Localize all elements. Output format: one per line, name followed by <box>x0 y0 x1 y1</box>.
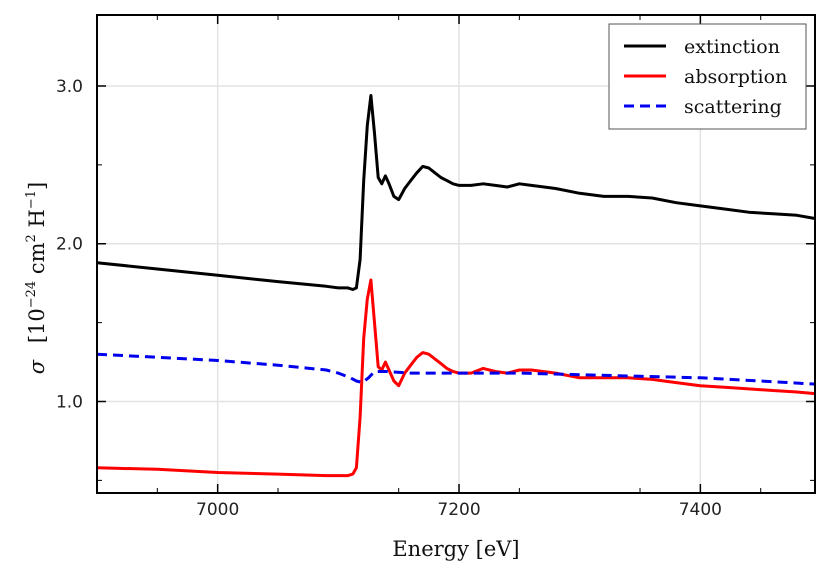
y-axis-unit-mid: cm <box>25 242 49 280</box>
plot-frame <box>96 14 816 494</box>
y-tick-label-2: 3.0 <box>56 77 83 97</box>
x-tick-label-1: 7200 <box>437 500 480 520</box>
y-axis-unit-prefix: [10 <box>25 308 49 343</box>
y-axis-symbol: σ <box>25 359 49 374</box>
legend-label-scattering: scattering <box>684 96 782 118</box>
y-axis-unit-suffix: ] <box>25 182 49 190</box>
y-axis-unit-h: H <box>25 209 49 234</box>
x-tick-label-0: 7000 <box>196 500 239 520</box>
legend-label-absorption: absorption <box>684 66 787 88</box>
axes <box>96 14 816 494</box>
series-line-extinction <box>96 94 816 291</box>
y-axis-unit-exp2: 2 <box>24 234 39 242</box>
y-axis-title: σ [10−24 cm2 H−1] <box>24 182 49 374</box>
series-group <box>96 94 816 478</box>
series-line-absorption <box>96 278 816 478</box>
y-tick-label-0: 1.0 <box>56 393 83 413</box>
x-axis-title: Energy [eV] <box>392 537 519 561</box>
legend-label-extinction: extinction <box>684 36 780 58</box>
series-line-scattering <box>96 352 816 386</box>
y-tick-label-1: 2.0 <box>56 235 83 255</box>
legend: extinction absorption scattering <box>608 23 807 130</box>
ticks: 7000 7200 7400 1.0 2.0 3.0 <box>56 15 815 520</box>
y-axis-unit-exp1: −24 <box>24 281 39 308</box>
x-tick-label-2: 7400 <box>679 500 722 520</box>
y-axis-unit-exp3: −1 <box>24 190 39 209</box>
